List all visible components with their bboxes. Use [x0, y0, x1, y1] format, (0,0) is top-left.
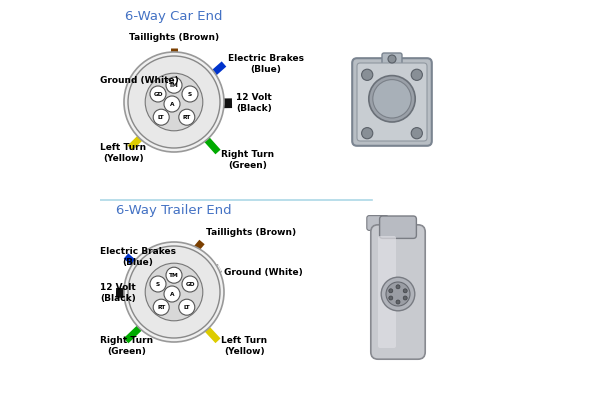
Circle shape — [179, 109, 195, 125]
Circle shape — [369, 76, 415, 122]
Text: LT: LT — [158, 115, 164, 120]
Text: truckspring.com: truckspring.com — [128, 287, 220, 297]
Text: TM: TM — [169, 83, 179, 88]
Text: GD: GD — [153, 92, 163, 96]
Circle shape — [411, 69, 422, 80]
Circle shape — [381, 277, 415, 311]
Circle shape — [124, 242, 224, 342]
Text: A: A — [170, 102, 174, 106]
Circle shape — [362, 69, 373, 80]
Text: A: A — [170, 292, 174, 296]
Text: 12 Volt
(Black): 12 Volt (Black) — [236, 94, 272, 113]
Circle shape — [373, 80, 411, 118]
Text: Left Turn
(Yellow): Left Turn (Yellow) — [100, 143, 146, 162]
Text: RT: RT — [182, 115, 191, 120]
Text: 6-Way Trailer End: 6-Way Trailer End — [116, 204, 232, 217]
Text: 6-Way Car End: 6-Way Car End — [125, 10, 223, 23]
Text: Left Turn
(Yellow): Left Turn (Yellow) — [221, 336, 268, 356]
Circle shape — [386, 282, 410, 306]
Text: truckspring.com: truckspring.com — [128, 97, 220, 107]
Text: S: S — [188, 92, 192, 96]
Circle shape — [182, 276, 198, 292]
Text: LT: LT — [184, 305, 190, 310]
Circle shape — [182, 86, 198, 102]
Text: RT: RT — [157, 305, 166, 310]
Text: Right Turn
(Green): Right Turn (Green) — [100, 336, 153, 356]
Circle shape — [153, 109, 169, 125]
Circle shape — [150, 86, 166, 102]
FancyBboxPatch shape — [352, 58, 432, 146]
Circle shape — [164, 96, 180, 112]
Circle shape — [145, 73, 203, 131]
Circle shape — [145, 263, 203, 321]
Circle shape — [396, 300, 400, 304]
Text: GD: GD — [185, 282, 195, 286]
Circle shape — [179, 299, 195, 315]
Text: Right Turn
(Green): Right Turn (Green) — [221, 150, 274, 170]
Circle shape — [389, 289, 393, 293]
Text: Electric Brakes
(Blue): Electric Brakes (Blue) — [228, 54, 304, 74]
Text: S: S — [156, 282, 160, 286]
Text: Taillights (Brown): Taillights (Brown) — [206, 228, 296, 237]
FancyBboxPatch shape — [357, 63, 427, 141]
FancyBboxPatch shape — [378, 236, 396, 348]
Circle shape — [389, 296, 393, 300]
Text: Ground (White): Ground (White) — [100, 76, 179, 84]
Circle shape — [166, 77, 182, 93]
Circle shape — [403, 289, 407, 293]
FancyBboxPatch shape — [382, 53, 402, 68]
Circle shape — [128, 56, 220, 148]
FancyBboxPatch shape — [380, 216, 416, 238]
Circle shape — [153, 299, 169, 315]
FancyBboxPatch shape — [371, 225, 425, 359]
Circle shape — [164, 286, 180, 302]
Text: TM: TM — [169, 273, 179, 278]
Circle shape — [362, 128, 373, 139]
Text: Electric Brakes
(Blue): Electric Brakes (Blue) — [100, 247, 176, 266]
Circle shape — [403, 296, 407, 300]
Text: Ground (White): Ground (White) — [224, 268, 303, 277]
Text: Taillights (Brown): Taillights (Brown) — [129, 33, 219, 42]
FancyBboxPatch shape — [367, 216, 388, 230]
Circle shape — [124, 52, 224, 152]
Circle shape — [388, 55, 396, 63]
Circle shape — [128, 246, 220, 338]
Circle shape — [166, 267, 182, 283]
Text: 12 Volt
(Black): 12 Volt (Black) — [100, 283, 136, 302]
Circle shape — [150, 276, 166, 292]
Circle shape — [396, 285, 400, 289]
Circle shape — [411, 128, 422, 139]
